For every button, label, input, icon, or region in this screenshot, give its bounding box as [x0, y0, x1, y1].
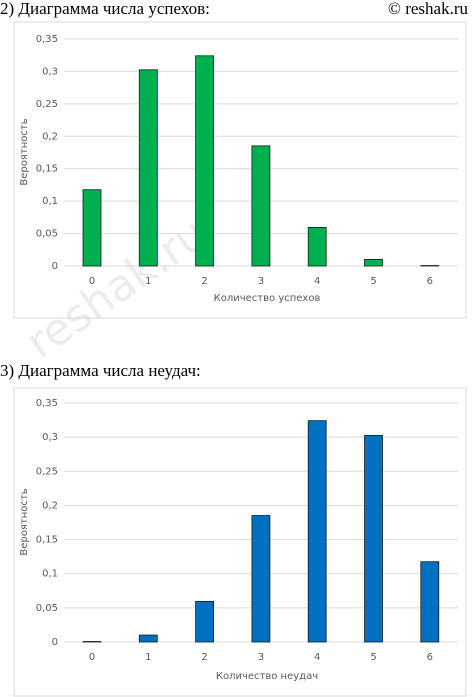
- y-tick-label: 0: [52, 261, 58, 272]
- x-tick-label: 2: [201, 276, 207, 287]
- bar: [364, 258, 383, 267]
- bar: [307, 420, 327, 643]
- y-tick-label: 0,35: [36, 398, 58, 409]
- y-tick-label: 0,2: [42, 500, 58, 511]
- x-tick-label: 5: [370, 652, 376, 663]
- x-tick-label: 1: [145, 652, 151, 663]
- y-tick-label: 0,1: [42, 196, 58, 207]
- bar: [138, 634, 158, 643]
- x-tick-label: 2: [201, 652, 207, 663]
- copyright: © reshak.ru: [388, 0, 468, 18]
- y-tick-label: 0,15: [36, 164, 58, 175]
- x-tick-label: 4: [314, 652, 320, 663]
- chart-frame: [13, 21, 467, 319]
- y-tick-label: 0,2: [42, 131, 58, 142]
- bar: [420, 561, 440, 643]
- y-tick-label: 0,25: [36, 466, 58, 477]
- y-tick-label: 0,35: [36, 34, 58, 45]
- y-tick-label: 0,3: [42, 432, 58, 443]
- y-axis-label: Вероятность: [19, 118, 30, 185]
- x-tick-label: 0: [89, 276, 95, 287]
- x-tick-label: 5: [370, 276, 376, 287]
- y-tick-label: 0,05: [36, 229, 58, 240]
- x-tick-label: 0: [89, 652, 95, 663]
- x-axis-label: Количество неудач: [216, 671, 318, 682]
- bar: [251, 145, 271, 267]
- x-tick-label: 3: [258, 652, 264, 663]
- x-tick-label: 1: [145, 276, 151, 287]
- bar: [251, 515, 271, 643]
- y-tick-label: 0: [52, 637, 58, 648]
- y-tick-label: 0,3: [42, 66, 58, 77]
- y-tick-label: 0,15: [36, 535, 58, 546]
- bar: [195, 600, 215, 643]
- bar: [364, 435, 383, 643]
- chart-title: 2) Диаграмма числа успехов:: [0, 0, 210, 18]
- x-tick-label: 6: [427, 652, 433, 663]
- y-tick-label: 0,1: [42, 569, 58, 580]
- y-tick-label: 0,05: [36, 603, 58, 614]
- bar: [195, 55, 215, 267]
- bar: [307, 227, 327, 267]
- chart-title: 3) Диаграмма числа неудач:: [0, 361, 201, 380]
- bar: [138, 69, 158, 267]
- y-axis-label: Вероятность: [19, 488, 30, 555]
- x-tick-label: 3: [258, 276, 264, 287]
- x-axis-label: Количество успехов: [214, 293, 321, 304]
- chart-frame: [13, 387, 467, 697]
- bar: [82, 189, 102, 267]
- y-tick-label: 0,25: [36, 99, 58, 110]
- x-tick-label: 6: [427, 276, 433, 287]
- x-tick-label: 4: [314, 276, 320, 287]
